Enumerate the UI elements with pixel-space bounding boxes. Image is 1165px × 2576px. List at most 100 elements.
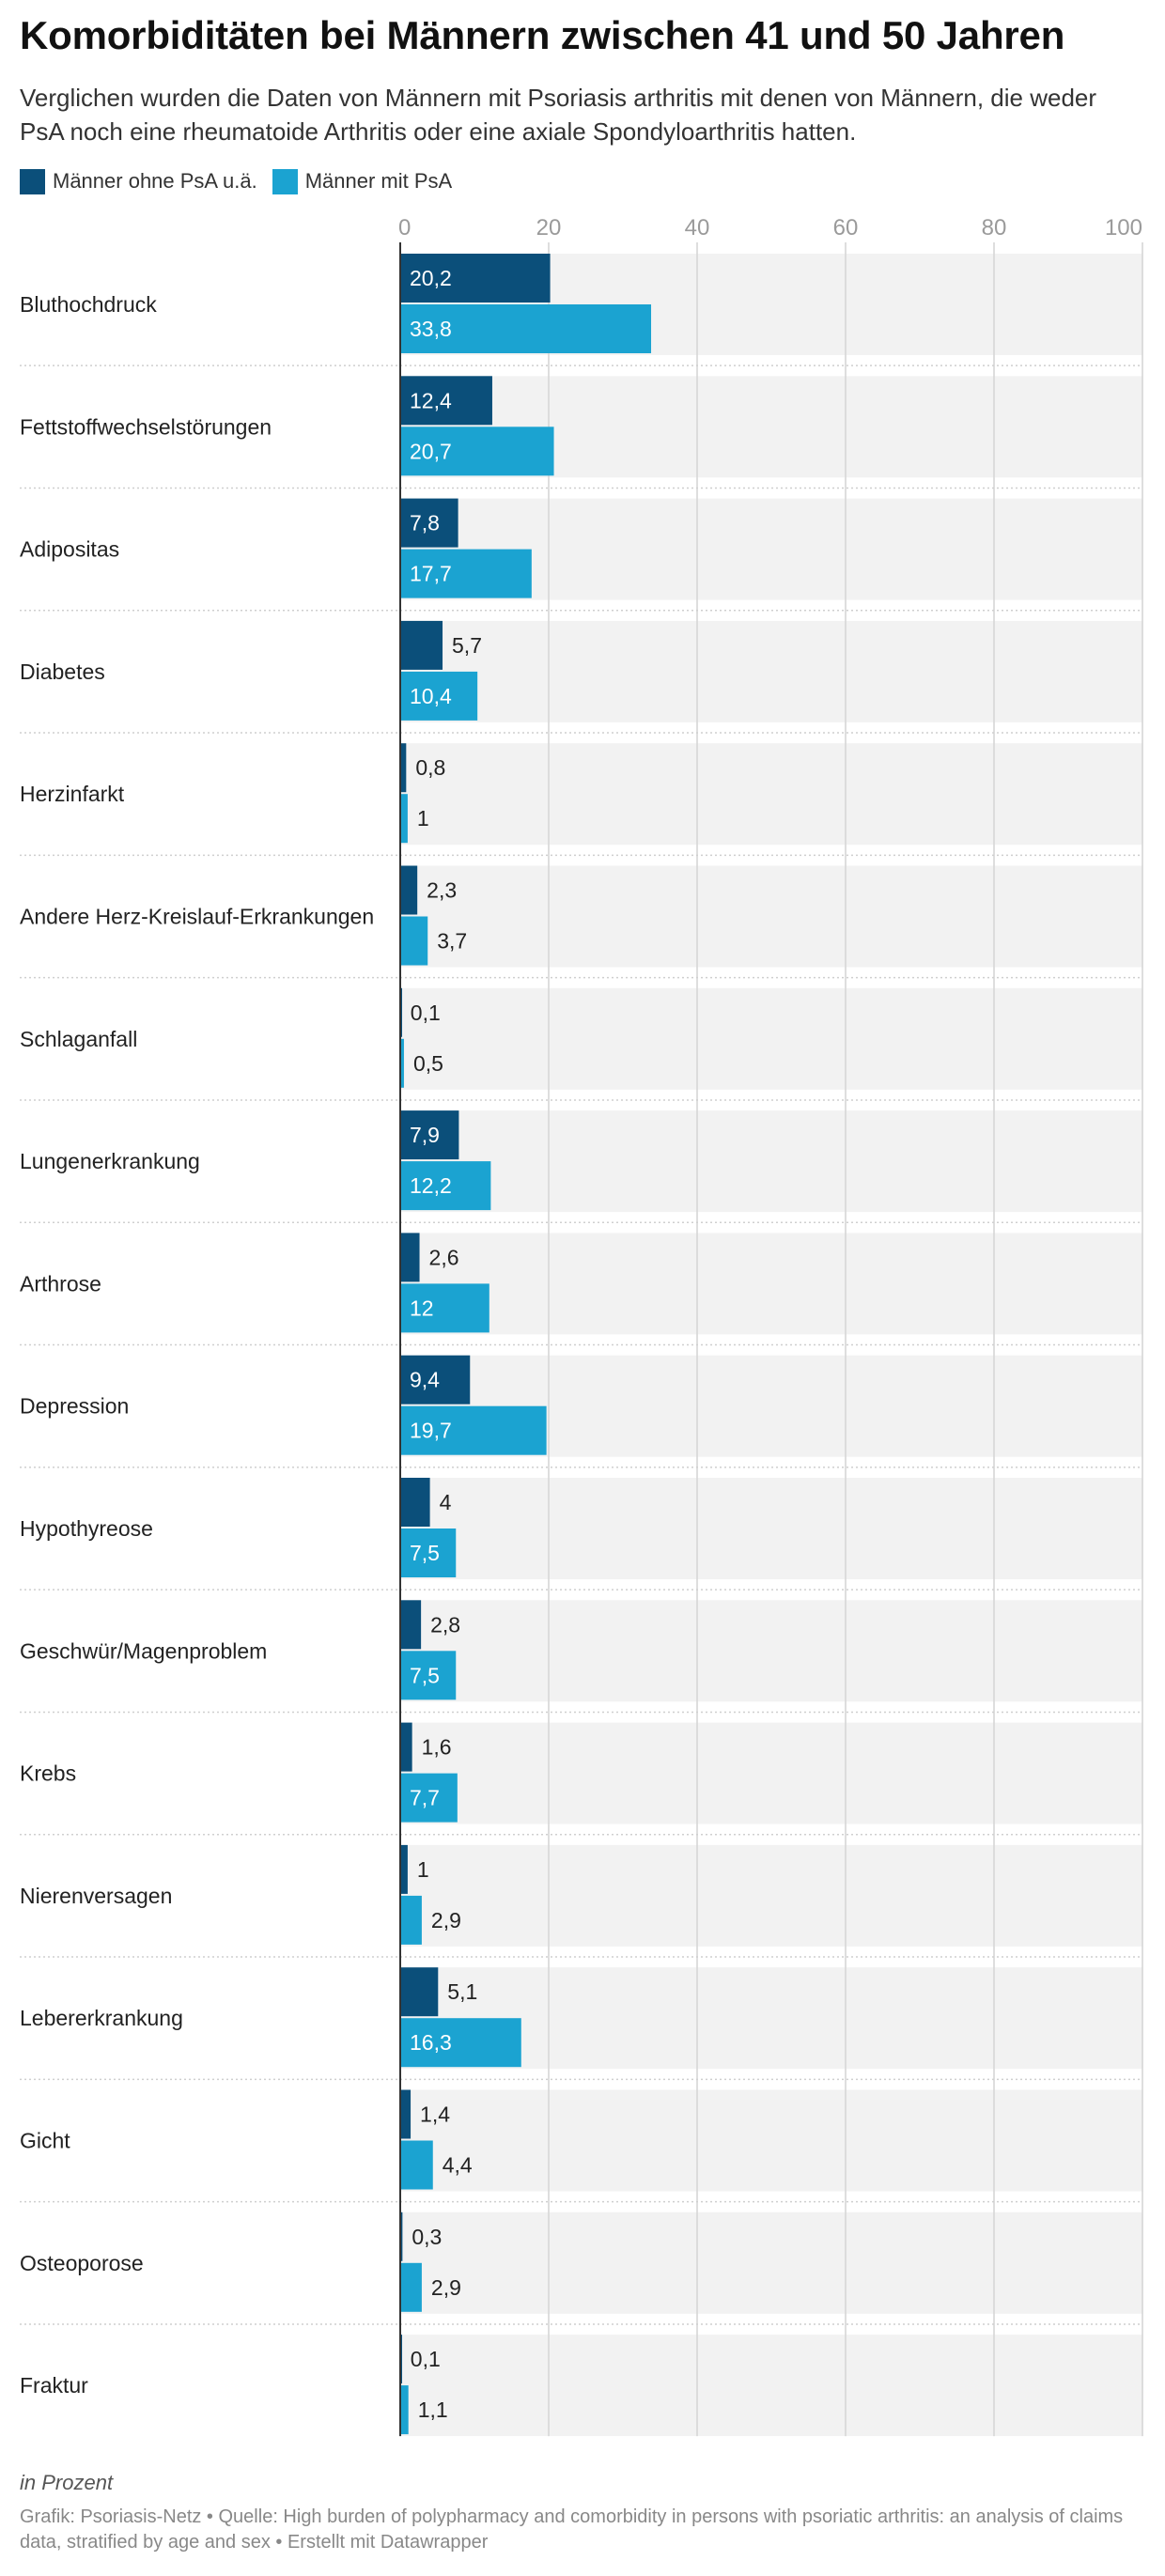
category-label: Fettstoffwechselstörungen <box>20 414 272 439</box>
legend-swatch-series2 <box>272 168 298 194</box>
x-tick-label: 100 <box>1105 215 1142 241</box>
category-label: Hypothyreose <box>20 1516 153 1541</box>
bar-series1 <box>400 743 407 793</box>
data-label: 0,5 <box>413 1051 443 1076</box>
bar-series1 <box>400 254 551 303</box>
bar-series2 <box>400 1529 457 1577</box>
bar-series2 <box>400 1895 422 1945</box>
category-label: Fraktur <box>20 2373 88 2398</box>
category-label: Gicht <box>20 2129 70 2153</box>
data-label: 12,4 <box>410 388 452 412</box>
x-tick-label: 0 <box>398 215 411 241</box>
bar-chart: 0 20 40 60 80 100 Bluthochdruck 20,2 33,8 Fettsto… <box>20 215 1143 2437</box>
data-label: 4 <box>440 1490 452 1514</box>
data-label: 20,7 <box>410 439 452 463</box>
row-background <box>400 620 1142 722</box>
data-label: 10,4 <box>410 684 452 708</box>
bar-series1 <box>400 1600 422 1650</box>
legend-label-series1: Männer ohne PsA u.ä. <box>53 169 257 193</box>
data-label: 3,7 <box>437 929 467 954</box>
category-label: Diabetes <box>20 660 105 684</box>
data-label: 1 <box>417 806 429 830</box>
bar-series2 <box>400 916 428 966</box>
data-label: 7,8 <box>410 511 440 535</box>
chart-subtitle: Verglichen wurden die Daten von Männern … <box>20 84 1097 146</box>
row-background <box>400 1110 1142 1213</box>
row-background <box>400 1967 1142 2070</box>
row-background <box>400 1478 1142 1579</box>
data-label: 1,4 <box>420 2103 450 2127</box>
category-label: Osteoporose <box>20 2251 144 2275</box>
data-label: 2,9 <box>431 1908 461 1932</box>
data-label: 7,5 <box>410 1541 440 1565</box>
bar-series1 <box>400 2089 412 2139</box>
source-separator: • <box>270 2532 287 2553</box>
bar-series2 <box>400 1038 404 1088</box>
legend-item-series2: Männer mit PsA <box>272 168 453 194</box>
category-label: Depression <box>20 1394 129 1419</box>
row-background <box>400 743 1142 846</box>
category-label: Adipositas <box>20 537 119 562</box>
data-label: 0,3 <box>412 2225 442 2249</box>
x-tick-label: 40 <box>685 215 710 241</box>
bar-series2 <box>400 671 478 721</box>
data-label: 20,2 <box>410 266 452 290</box>
legend: Männer ohne PsA u.ä. Männer mit PsA <box>20 167 467 195</box>
bar-series2 <box>400 1651 457 1700</box>
bar-series2 <box>400 2385 409 2435</box>
x-tick-label: 20 <box>536 215 562 241</box>
bar-series1 <box>400 1478 430 1527</box>
data-label: 7,5 <box>410 1663 440 1687</box>
bar-series1 <box>400 620 443 670</box>
bar-series1 <box>400 498 458 548</box>
data-label: 2,3 <box>427 878 457 903</box>
data-label: 0,8 <box>415 755 445 780</box>
data-label: 2,6 <box>429 1245 459 1269</box>
row-background <box>400 987 1142 1090</box>
row-background <box>400 2211 1142 2314</box>
category-label: Bluthochdruck <box>20 292 157 317</box>
legend-label-series2: Männer mit PsA <box>304 169 453 193</box>
bar-series2 <box>400 549 532 598</box>
x-tick-label: 80 <box>982 215 1007 241</box>
source-reference: Quelle: High burden of polypharmacy and … <box>20 2506 1124 2553</box>
bar-series2 <box>400 1773 458 1823</box>
category-label: Arthrose <box>20 1271 101 1296</box>
bar-series2 <box>400 1283 489 1333</box>
bar-series1 <box>400 1722 412 1772</box>
bar-series2 <box>400 1405 547 1455</box>
bar-series1 <box>400 1110 459 1160</box>
data-label: 1 <box>417 1857 429 1882</box>
bar-series2 <box>400 794 408 844</box>
source-separator: • <box>201 2506 219 2527</box>
bar-series2 <box>400 2018 521 2068</box>
data-label: 33,8 <box>410 317 452 341</box>
row-background <box>400 1600 1142 1702</box>
data-label: 1,1 <box>418 2398 448 2422</box>
row-background <box>400 2335 1142 2437</box>
bar-series1 <box>400 2211 403 2261</box>
row-background <box>400 865 1142 968</box>
chart-title: Komorbiditäten bei Männern zwischen 41 u… <box>20 13 1065 57</box>
category-label: Geschwür/Magenproblem <box>20 1638 267 1663</box>
data-label: 5,7 <box>452 633 482 658</box>
bar-series1 <box>400 1844 408 1894</box>
row-background <box>400 1233 1142 1335</box>
data-label: 19,7 <box>410 1419 452 1443</box>
data-label: 17,7 <box>410 562 452 586</box>
data-label: 7,9 <box>410 1123 440 1147</box>
data-label: 2,9 <box>431 2275 461 2300</box>
data-label: 7,7 <box>410 1786 440 1810</box>
data-label: 0,1 <box>411 1001 441 1025</box>
category-label: Krebs <box>20 1761 76 1786</box>
category-label: Herzinfarkt <box>20 782 125 806</box>
category-label: Lebererkrankung <box>20 2006 183 2030</box>
bar-series2 <box>400 2262 422 2312</box>
category-label: Andere Herz-Kreislauf-Erkrankungen <box>20 905 374 929</box>
category-label: Lungenerkrankung <box>20 1149 200 1173</box>
bar-series2 <box>400 304 652 353</box>
bar-series2 <box>400 2140 433 2190</box>
legend-item-series1: Männer ohne PsA u.ä. <box>20 168 257 194</box>
bar-series1 <box>400 1233 420 1282</box>
